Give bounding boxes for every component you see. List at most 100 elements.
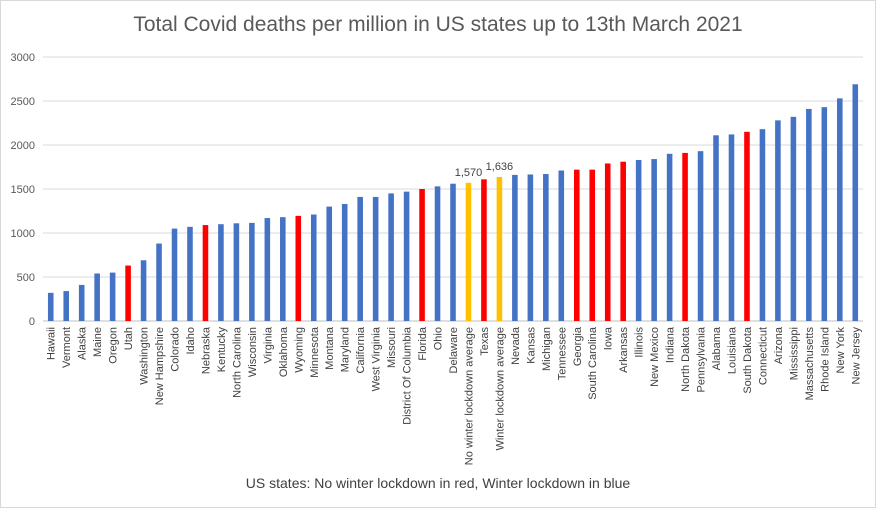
x-tick-label: Maine bbox=[92, 327, 104, 357]
bar bbox=[125, 265, 131, 321]
bar bbox=[357, 196, 363, 321]
bar bbox=[604, 163, 611, 321]
bar bbox=[744, 131, 750, 321]
x-tick-label: Vermont bbox=[61, 327, 73, 368]
x-tick-label: New Hampshire bbox=[154, 327, 166, 405]
x-tick-label: New Mexico bbox=[649, 327, 661, 387]
bar bbox=[156, 243, 162, 321]
bar bbox=[821, 107, 828, 321]
bar bbox=[806, 108, 812, 321]
x-tick-label: Georgia bbox=[572, 326, 584, 366]
x-tick-label: Florida bbox=[417, 326, 429, 361]
x-tick-label: Rhode Island bbox=[819, 327, 831, 392]
bar bbox=[280, 217, 286, 321]
bar bbox=[109, 272, 116, 321]
x-tick-label: South Carolina bbox=[587, 326, 599, 400]
x-tick-label: North Carolina bbox=[231, 326, 243, 398]
bar bbox=[573, 169, 580, 321]
bar bbox=[481, 179, 487, 321]
bar bbox=[171, 228, 178, 321]
bar bbox=[249, 222, 255, 321]
y-tick-label: 1500 bbox=[11, 184, 35, 196]
x-tick-label: Nevada bbox=[510, 326, 522, 365]
bar bbox=[635, 159, 642, 321]
x-tick-label: Montana bbox=[324, 326, 336, 370]
y-tick-label: 1000 bbox=[11, 228, 35, 240]
y-tick-label: 2000 bbox=[11, 140, 35, 152]
bar bbox=[682, 152, 688, 321]
x-tick-label: Louisiana bbox=[726, 326, 738, 374]
x-tick-label: Alabama bbox=[711, 326, 723, 370]
bar bbox=[543, 174, 549, 321]
bar bbox=[697, 151, 704, 321]
x-tick-label: Wyoming bbox=[293, 327, 305, 373]
bar bbox=[512, 174, 518, 321]
x-tick-label: Connecticut bbox=[757, 327, 769, 385]
x-tick-label: Maryland bbox=[340, 327, 352, 372]
bar bbox=[620, 161, 626, 321]
bar bbox=[713, 135, 719, 321]
x-tick-label: Utah bbox=[123, 327, 135, 350]
bar bbox=[94, 273, 100, 321]
x-tick-label: Arizona bbox=[773, 326, 785, 364]
bar bbox=[341, 203, 348, 321]
x-tick-label: New Jersey bbox=[850, 327, 862, 385]
x-tick-label: Michigan bbox=[541, 327, 553, 371]
x-tick-label: South Dakota bbox=[742, 326, 754, 394]
bar bbox=[496, 177, 503, 321]
bar bbox=[63, 291, 69, 321]
x-tick-label: Illinois bbox=[634, 327, 646, 358]
x-tick-label: Missouri bbox=[386, 327, 398, 368]
x-tick-label: Idaho bbox=[185, 327, 197, 355]
bar bbox=[775, 120, 781, 321]
x-tick-label: Mississippi bbox=[788, 327, 800, 380]
x-tick-label: Wisconsin bbox=[247, 327, 259, 377]
bar bbox=[759, 129, 766, 321]
x-tick-label: Massachusetts bbox=[804, 327, 816, 401]
bar bbox=[837, 98, 843, 321]
x-tick-label: Iowa bbox=[603, 326, 615, 350]
bar bbox=[790, 116, 797, 321]
bar bbox=[527, 174, 534, 321]
bar bbox=[419, 189, 425, 321]
data-label: 1,570 bbox=[455, 167, 483, 179]
bar bbox=[47, 292, 54, 321]
bar bbox=[326, 206, 333, 321]
x-tick-label: New York bbox=[835, 327, 847, 374]
bar bbox=[403, 191, 410, 321]
bar bbox=[666, 153, 673, 321]
x-tick-label: Oregon bbox=[108, 327, 120, 364]
x-tick-label: Tennessee bbox=[556, 327, 568, 380]
bar bbox=[465, 182, 472, 321]
x-tick-label: Texas bbox=[479, 327, 491, 356]
bar bbox=[233, 223, 240, 321]
x-tick-label: No winter lockdown average bbox=[463, 327, 475, 465]
x-tick-label: Alaska bbox=[77, 326, 89, 360]
x-tick-label: Kentucky bbox=[216, 327, 228, 373]
x-tick-label: Indiana bbox=[665, 326, 677, 363]
bar bbox=[558, 170, 565, 321]
x-tick-label: Colorado bbox=[170, 327, 182, 372]
bar bbox=[187, 226, 193, 321]
bar bbox=[264, 218, 271, 321]
bar bbox=[589, 169, 596, 321]
bar bbox=[140, 260, 147, 321]
x-tick-label: Ohio bbox=[433, 327, 445, 350]
y-tick-label: 0 bbox=[29, 316, 35, 328]
x-tick-label: Winter lockdown average bbox=[494, 327, 506, 451]
x-tick-label: Kansas bbox=[525, 327, 537, 364]
bar bbox=[434, 186, 441, 321]
bar bbox=[202, 225, 209, 321]
x-tick-label: Pennsylvania bbox=[696, 326, 708, 392]
bar bbox=[450, 183, 456, 321]
x-tick-label: Arkansas bbox=[618, 327, 630, 373]
x-tick-label: California bbox=[355, 326, 367, 373]
x-tick-label: Hawaii bbox=[46, 327, 58, 360]
y-tick-label: 500 bbox=[17, 272, 35, 284]
bar bbox=[295, 215, 302, 321]
bar bbox=[78, 284, 85, 321]
x-tick-label: West Virginia bbox=[371, 326, 383, 391]
x-tick-label: Nebraska bbox=[200, 326, 212, 374]
